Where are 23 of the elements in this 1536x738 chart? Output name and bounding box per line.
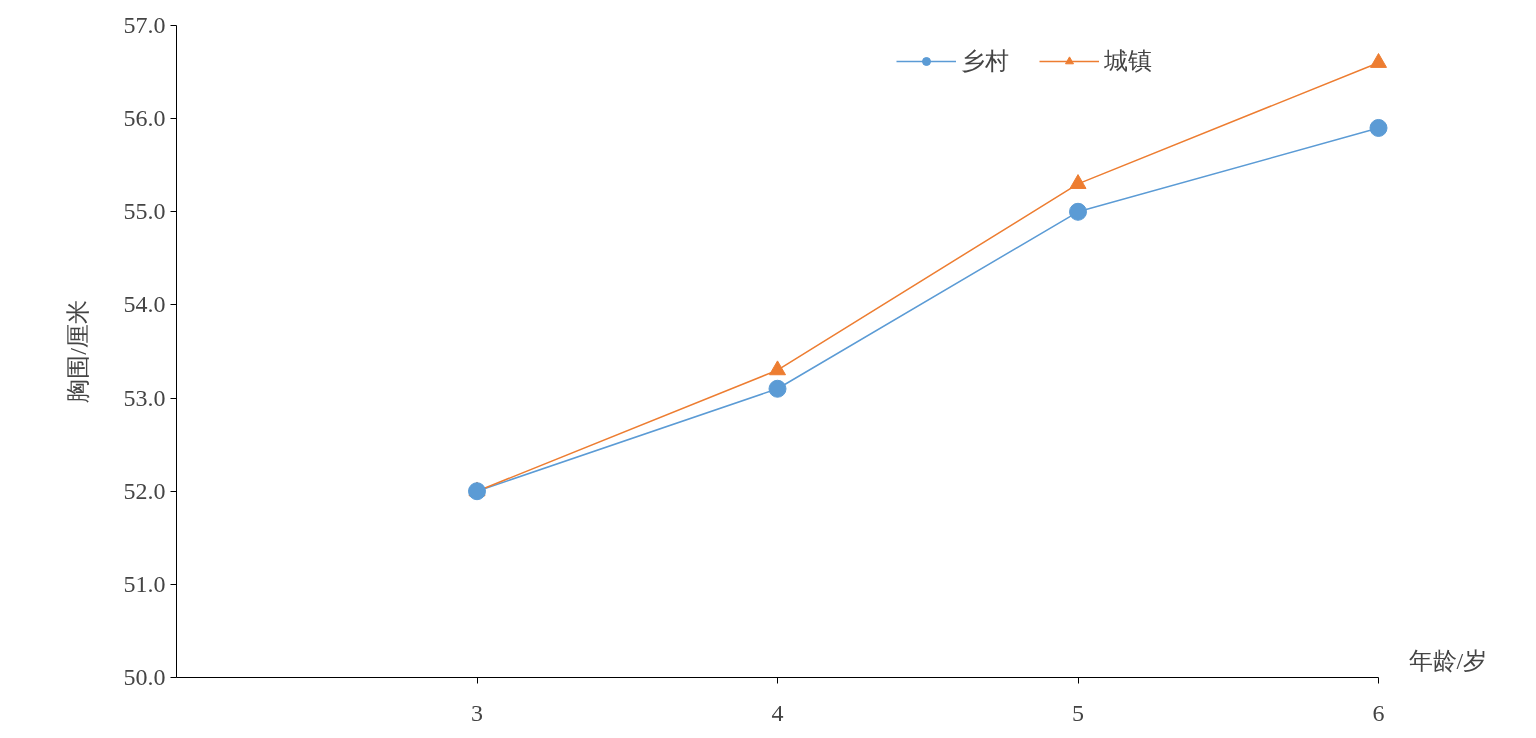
x-axis-title: 年龄/岁 (1408, 647, 1488, 674)
point (769, 360, 786, 376)
point (1069, 202, 1087, 221)
point (1369, 118, 1388, 137)
y-tick-label: 56.0 (123, 105, 166, 132)
point (768, 379, 787, 398)
y-tick-label: 54.0 (123, 291, 166, 318)
y-tick-label: 52.0 (123, 477, 166, 504)
x-tick-label: 5 (1072, 699, 1084, 726)
x-tick-label: 3 (471, 699, 483, 726)
y-tick-label: 51.0 (123, 570, 166, 597)
y-tick-label: 57.0 (123, 12, 166, 38)
point (1069, 174, 1087, 189)
point (1370, 53, 1387, 68)
y-axis-title: 胸围/厘米 (64, 300, 91, 403)
x-tick-label: 6 (1372, 699, 1385, 726)
legend-label: 城镇 (1104, 47, 1152, 76)
y-tick-label: 53.0 (123, 384, 166, 411)
x-tick-label: 4 (771, 699, 784, 726)
y-tick-label: 55.0 (123, 198, 166, 225)
legend-label: 乡村 (961, 47, 1009, 76)
point (468, 482, 486, 501)
y-tick-label: 50.0 (123, 664, 166, 690)
